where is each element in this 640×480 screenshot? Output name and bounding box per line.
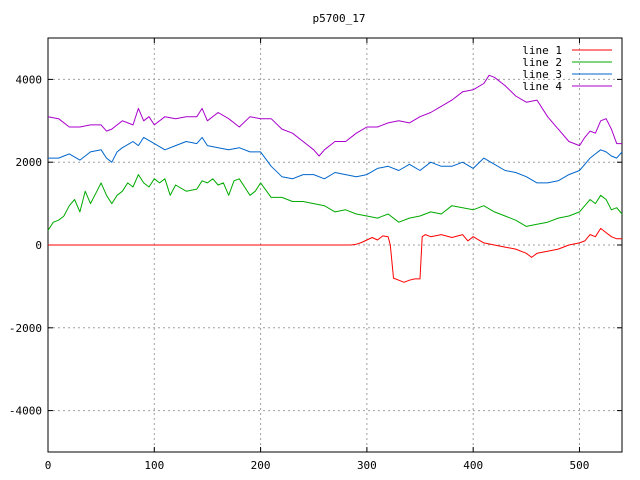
x-tick-label: 300 (357, 459, 377, 472)
y-tick-label: -4000 (9, 405, 42, 418)
y-tick-label: 4000 (16, 73, 43, 86)
series-line-4 (47, 74, 622, 157)
series-layer (47, 74, 623, 283)
x-tick-label: 200 (251, 459, 271, 472)
legend-label: line 4 (522, 80, 562, 93)
chart-title: p5700_17 (313, 12, 366, 25)
legend-label: line 1 (522, 44, 562, 57)
series-line-2 (47, 174, 623, 231)
series-line-3 (48, 136, 623, 184)
axes-layer: 0 100 200 300 400 500 -4000 -2000 0 2000 4000 (9, 37, 623, 472)
legend-label: line 3 (522, 68, 562, 81)
x-tick-label: 400 (463, 459, 483, 472)
y-tick-label: -2000 (9, 322, 42, 335)
x-tick-label: 500 (570, 459, 590, 472)
legend-label: line 2 (522, 56, 562, 69)
series-line-1 (48, 227, 622, 283)
x-tick-label: 100 (144, 459, 164, 472)
y-tick-label: 2000 (16, 156, 43, 169)
x-tick-label: 0 (45, 459, 52, 472)
y-tick-label: 0 (35, 239, 42, 252)
